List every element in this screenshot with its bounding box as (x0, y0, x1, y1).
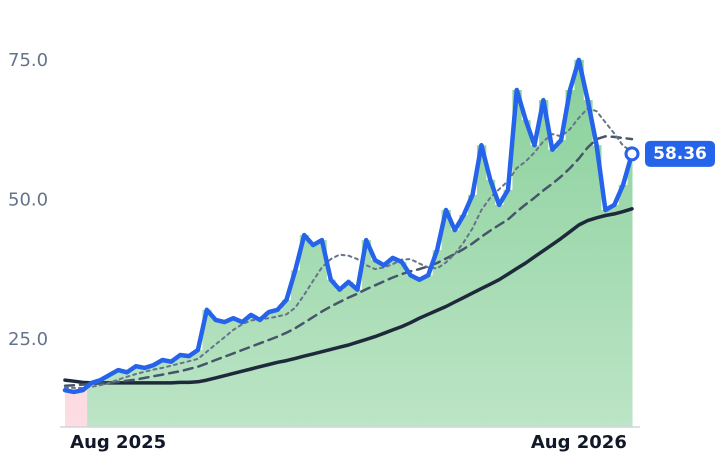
y-tick-label: 50.0 (8, 189, 48, 210)
x-tick-label: Aug 2025 (70, 432, 166, 453)
moving-average-line (64, 107, 633, 389)
y-tick-label: 75.0 (8, 50, 48, 71)
moving-average-line (63, 207, 634, 385)
moving-average-line (63, 135, 634, 387)
y-tick-label: 25.0 (8, 329, 48, 350)
x-tick-label: Aug 2026 (531, 432, 627, 453)
price-line (62, 57, 635, 395)
last-value-label: 58.36 (653, 144, 707, 164)
last-value-badge (645, 140, 715, 167)
last-point (624, 146, 640, 162)
